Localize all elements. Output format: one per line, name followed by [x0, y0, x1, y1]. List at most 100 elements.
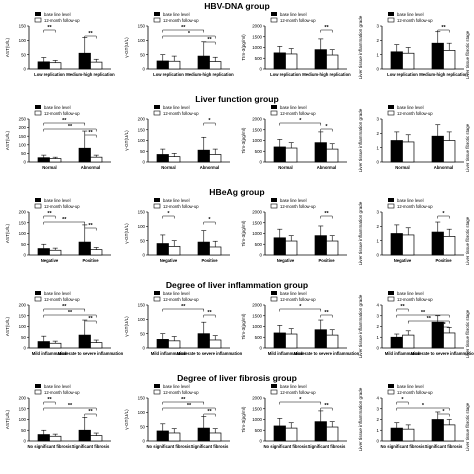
significance-marker: * — [442, 409, 445, 415]
bar-baseline — [431, 42, 444, 70]
y-tick-label: 50 — [140, 424, 145, 429]
bar-baseline — [273, 425, 286, 442]
bar-followup — [49, 342, 62, 349]
bar-baseline — [431, 419, 444, 442]
y-tick-label: 0 — [24, 160, 27, 165]
y-tick-label: 3 — [377, 210, 380, 215]
y-tick-label: 2000 — [252, 210, 262, 215]
bar-followup — [326, 240, 339, 256]
y-tick-label: 4 — [377, 396, 380, 401]
right-axis-label: Liver tissue fibrotic stage — [465, 216, 470, 265]
legend-swatch-baseline — [35, 291, 41, 295]
y-axis-label: γ-GT(U/L) — [124, 316, 129, 337]
bar-baseline — [156, 243, 169, 256]
y-tick-label: 200 — [19, 210, 27, 215]
bar-followup — [402, 334, 415, 349]
y-tick-label: 150 — [138, 303, 146, 308]
significance-marker: ** — [181, 397, 186, 403]
legend-label-baseline: base line level — [163, 105, 190, 110]
y-tick-label: 1000 — [252, 417, 262, 422]
legend-swatch-followup — [387, 203, 395, 209]
right-axis-label: Liver tissue fibrotic stage — [465, 309, 470, 358]
significance-marker: ** — [181, 304, 186, 310]
legend-swatch-followup — [270, 110, 278, 116]
bar-followup — [49, 62, 62, 70]
x-category-label: Significant fibrosis — [72, 444, 110, 449]
y-tick-label: 1 — [377, 238, 380, 243]
bar-baseline — [431, 135, 444, 163]
bar-baseline — [78, 334, 91, 349]
legend-swatch-baseline — [271, 384, 277, 388]
legend-swatch-baseline — [388, 291, 394, 295]
bar-followup — [90, 156, 103, 163]
significance-marker: ** — [427, 316, 432, 322]
bar-followup — [168, 432, 181, 442]
significance-marker: ** — [47, 397, 52, 403]
x-category-label: Abnormal — [81, 165, 101, 170]
legend-label-followup: 12-month follow-up — [163, 204, 199, 209]
significance-marker: ** — [62, 217, 67, 223]
legend-swatch-followup — [34, 110, 42, 116]
bar-followup — [49, 249, 62, 256]
y-axis-label: Tim-3(pg/ml) — [241, 220, 246, 246]
bar-baseline — [314, 421, 327, 442]
bar-followup — [443, 332, 456, 349]
significance-marker: ** — [324, 403, 329, 409]
legend-swatch-followup — [153, 203, 161, 209]
bar-followup — [90, 342, 103, 349]
legend-label-baseline: base line level — [280, 291, 307, 296]
bar-baseline — [314, 142, 327, 163]
bar-followup — [209, 61, 222, 70]
bar-baseline — [78, 241, 91, 256]
legend-swatch-followup — [387, 389, 395, 395]
legend-label-baseline: base line level — [163, 12, 190, 17]
legend-label-baseline: base line level — [280, 384, 307, 389]
x-category-label: No significant fibrosis — [264, 444, 309, 449]
y-tick-label: 0 — [143, 253, 146, 258]
y-tick-label: 1 — [377, 52, 380, 57]
bar-followup — [285, 53, 298, 70]
bar-followup — [285, 333, 298, 349]
y-axis-label: AST(U/L) — [5, 316, 10, 336]
y-tick-label: 0 — [143, 439, 146, 444]
bar-baseline — [197, 427, 210, 442]
legend-swatch-baseline — [271, 291, 277, 295]
significance-marker: ** — [62, 118, 67, 124]
legend-swatch-baseline — [35, 384, 41, 388]
bar-followup — [285, 147, 298, 163]
y-tick-label: 0 — [377, 346, 380, 351]
x-category-label: Significant fibrosis — [425, 444, 463, 449]
bar-followup — [168, 246, 181, 256]
y-tick-label: 500 — [255, 335, 263, 340]
y-tick-label: 0 — [377, 439, 380, 444]
x-category-label: Abnormal — [317, 165, 337, 170]
legend-label-followup: 12-month follow-up — [397, 18, 433, 23]
y-tick-label: 150 — [138, 396, 146, 401]
y-tick-label: 100 — [138, 138, 146, 143]
significance-marker: ** — [207, 37, 212, 43]
legend-label-followup: 12-month follow-up — [397, 204, 433, 209]
legend-swatch-followup — [34, 17, 42, 23]
x-category-label: Positive — [82, 258, 99, 263]
bar-baseline — [37, 157, 50, 163]
x-category-label: No significant fibrosis — [147, 444, 192, 449]
x-category-label: Low replication — [387, 72, 418, 77]
right-axis-label: Liver tissue fibrotic stage — [465, 123, 470, 172]
y-tick-label: 150 — [19, 24, 27, 29]
y-tick-label: 2000 — [252, 117, 262, 122]
bar-followup — [326, 148, 339, 163]
x-category-label: Mild inflammation — [385, 351, 421, 356]
x-category-label: Positive — [435, 258, 452, 263]
y-tick-label: 3 — [377, 24, 380, 29]
legend-swatch-followup — [387, 296, 395, 302]
y-tick-label: 2 — [377, 417, 380, 422]
bar-followup — [443, 236, 456, 256]
